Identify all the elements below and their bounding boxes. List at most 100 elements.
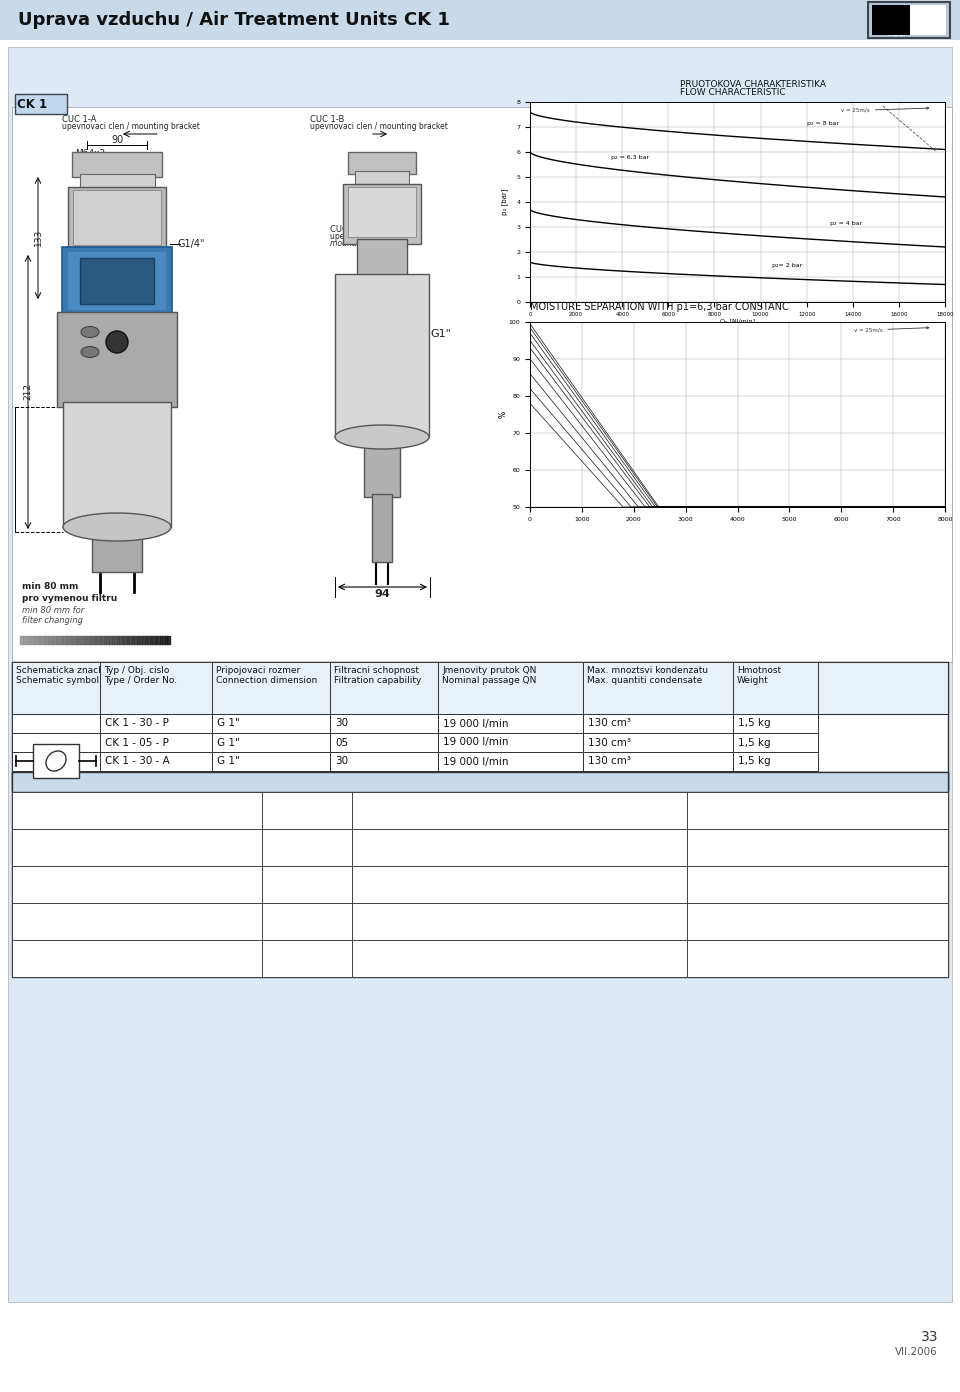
Bar	[868, 1, 950, 38]
Text: PS: PS	[874, 6, 908, 29]
Bar	[583, 663, 733, 714]
Text: p₁ = 8 bar: p₁ = 8 bar	[721, 334, 754, 340]
Bar	[72, 152, 162, 177]
Text: 1,5 kg: 1,5 kg	[738, 718, 771, 728]
Text: Upevnovaci clen / Mounting bracket: Upevnovaci clen / Mounting bracket	[357, 880, 528, 889]
Bar	[910, 6, 946, 35]
Text: mounting nut: mounting nut	[330, 239, 382, 248]
Bar	[62, 246, 172, 317]
Bar	[33, 743, 79, 778]
Text: MOISTURE SEPARATION WITH p1=6,3 bar CONSTANC: MOISTURE SEPARATION WITH p1=6,3 bar CONS…	[530, 302, 789, 312]
X-axis label: Qₙ [Nl/min]: Qₙ [Nl/min]	[720, 319, 755, 323]
Text: 19 000 l/min: 19 000 l/min	[443, 756, 509, 767]
Bar	[12, 734, 100, 752]
Text: 19 000 l/min: 19 000 l/min	[443, 738, 509, 748]
Bar	[330, 714, 438, 734]
Bar	[352, 866, 687, 903]
Text: v = 25m/s: v = 25m/s	[841, 107, 929, 113]
Bar	[12, 663, 948, 714]
Bar	[12, 773, 948, 977]
Text: CK 1 - 30 - P: CK 1 - 30 - P	[105, 718, 169, 728]
Text: Hmotnost
Weight: Hmotnost Weight	[737, 665, 781, 685]
Bar	[357, 239, 407, 277]
Text: CUC 1-B: CUC 1-B	[310, 116, 345, 124]
Bar	[100, 771, 212, 791]
Bar	[12, 107, 952, 663]
Text: G 1": G 1"	[217, 738, 240, 748]
Bar	[12, 773, 948, 792]
Bar	[212, 752, 330, 771]
Text: 19 000 l/min: 19 000 l/min	[443, 718, 509, 728]
Bar	[15, 95, 67, 114]
Text: Nadobka – poloautomat / Cup – semi-automatic: Nadobka – poloautomat / Cup – semi-autom…	[17, 806, 243, 814]
Bar	[330, 752, 438, 771]
Bar	[352, 792, 687, 830]
Text: CUC 1-C: CUC 1-C	[692, 917, 732, 926]
Text: Upevnovaci clen / Mounting bracket: Upevnovaci clen / Mounting bracket	[357, 844, 528, 852]
Text: min 80 mm: min 80 mm	[22, 582, 79, 592]
Text: CUC 1-A: CUC 1-A	[692, 844, 731, 852]
Text: CK 1 - 05 - A: CK 1 - 05 - A	[105, 775, 170, 785]
Text: Nahradni dily a prislusenstvi / Spare parts and accessories: Nahradni dily a prislusenstvi / Spare pa…	[18, 777, 324, 786]
Bar	[57, 312, 177, 406]
Bar	[80, 174, 155, 192]
Bar	[262, 903, 352, 940]
Bar	[330, 663, 438, 714]
Bar	[583, 714, 733, 734]
Bar	[438, 771, 583, 791]
Text: min 80 mm for: min 80 mm for	[22, 606, 84, 615]
Text: G1": G1"	[430, 329, 451, 340]
Bar	[92, 522, 142, 572]
Bar	[212, 734, 330, 752]
Text: M64x2: M64x2	[75, 149, 106, 159]
Bar	[348, 152, 416, 174]
Bar	[583, 771, 733, 791]
Text: G 1": G 1"	[217, 756, 240, 767]
Text: 130 cm³: 130 cm³	[588, 775, 631, 785]
Text: Typ / Obj. cislo
Type / Order No.: Typ / Obj. cislo Type / Order No.	[104, 665, 178, 685]
Bar	[438, 714, 583, 734]
Text: P - poloautomat / semi-automatic          A - automat / automatic: P - poloautomat / semi-automatic A - aut…	[17, 795, 328, 805]
Bar	[68, 252, 166, 310]
Text: G 1": G 1"	[217, 718, 240, 728]
Text: CUC 1-B: CUC 1-B	[692, 880, 731, 889]
Bar	[872, 6, 910, 35]
Text: CNF 1-P: CNF 1-P	[267, 806, 304, 814]
Bar	[733, 663, 818, 714]
Bar	[12, 866, 262, 903]
Y-axis label: %: %	[498, 411, 507, 418]
Bar	[355, 171, 409, 187]
Bar	[687, 830, 948, 866]
Bar	[100, 734, 212, 752]
Bar	[262, 866, 352, 903]
Text: 130 cm³: 130 cm³	[588, 756, 631, 767]
Bar	[330, 734, 438, 752]
Bar	[100, 752, 212, 771]
Bar	[12, 752, 100, 771]
Text: G1/4": G1/4"	[178, 239, 205, 249]
Bar	[100, 663, 212, 714]
Text: 1,5 kg: 1,5 kg	[738, 756, 771, 767]
Bar	[438, 752, 583, 771]
Text: 30: 30	[335, 756, 348, 767]
Text: 33: 33	[921, 1329, 938, 1345]
Text: upevnovaci clen / mounting bracket: upevnovaci clen / mounting bracket	[310, 122, 448, 131]
Text: PRUOTOKOVA CHARAKTERISTIKA: PRUOTOKOVA CHARAKTERISTIKA	[680, 79, 826, 89]
Text: PS: PS	[911, 6, 946, 29]
Text: p₂= 2 bar: p₂= 2 bar	[772, 263, 803, 269]
Ellipse shape	[81, 347, 99, 358]
Bar	[583, 752, 733, 771]
Bar	[348, 187, 416, 237]
Text: pro vymenou filtru: pro vymenou filtru	[22, 594, 117, 603]
Ellipse shape	[81, 327, 99, 337]
Bar	[12, 830, 262, 866]
Text: 1,5 kg: 1,5 kg	[738, 738, 771, 748]
Bar	[335, 274, 429, 437]
Text: 133: 133	[34, 228, 42, 245]
Text: Filtracni schopnost
Filtration capability: Filtracni schopnost Filtration capabilit…	[334, 665, 421, 685]
Text: CUC 1-A: CUC 1-A	[62, 116, 96, 124]
Text: G 1": G 1"	[217, 775, 240, 785]
Text: 94: 94	[374, 589, 390, 599]
Bar	[733, 752, 818, 771]
Text: 19 000 l/min: 19 000 l/min	[443, 775, 509, 785]
